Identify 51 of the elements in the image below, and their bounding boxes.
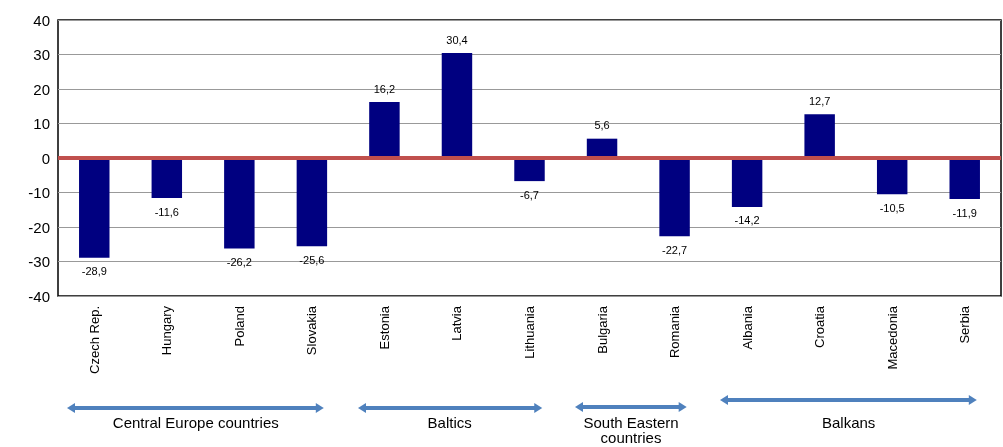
- data-label: -28,9: [81, 265, 107, 278]
- bar: [731, 158, 763, 207]
- data-label: -25,6: [299, 253, 325, 266]
- y-tick-label: -20: [28, 218, 50, 236]
- data-label: -10,5: [879, 201, 905, 214]
- y-tick-label: -40: [28, 287, 50, 305]
- bar: [659, 158, 690, 237]
- x-tick-label: Poland: [231, 306, 247, 347]
- y-tick-label: 0: [41, 149, 50, 167]
- bar: [949, 158, 980, 200]
- y-tick-label: 20: [33, 80, 50, 98]
- text: Central Europe countries: [111, 414, 280, 431]
- bar: [151, 158, 183, 199]
- y-tick-label: 10: [33, 115, 50, 132]
- bar: [79, 158, 110, 258]
- data-label: 16,2: [373, 82, 396, 95]
- data-label: -26,2: [226, 255, 252, 268]
- x-tick-label: Latvia: [449, 305, 465, 341]
- bar: [804, 114, 835, 158]
- data-label: -14,2: [734, 214, 760, 227]
- x-tick-label: Slovakia: [304, 305, 320, 356]
- data-label: -11,6: [154, 205, 179, 218]
- y-tick-label: 30: [33, 46, 50, 63]
- x-tick-label: Bulgaria: [594, 305, 610, 354]
- x-tick-label: Romania: [667, 305, 683, 359]
- data-label: 12,7: [808, 94, 831, 107]
- y-tick-label: -10: [28, 184, 50, 201]
- text: South Eastern countries: [582, 414, 680, 446]
- x-tick-label: Albania: [739, 305, 755, 350]
- data-label: -11,9: [952, 206, 977, 219]
- x-tick-label: Serbia: [957, 305, 973, 344]
- data-label: 30,4: [446, 33, 468, 46]
- y-tick-label: -30: [28, 253, 50, 270]
- x-tick-label: Lithuania: [522, 305, 537, 359]
- bar: [369, 102, 400, 158]
- text: Baltics: [426, 414, 473, 431]
- x-tick-label: Czech Rep.: [86, 306, 102, 374]
- bar: [876, 158, 908, 195]
- bar: [514, 158, 545, 182]
- data-label: -6,7: [520, 188, 539, 201]
- y-tick-label: 40: [33, 11, 50, 29]
- x-tick-label: Croatia: [812, 305, 828, 348]
- x-tick-label: Macedonia: [884, 305, 900, 370]
- text: Balkans: [820, 414, 877, 431]
- bar: [224, 158, 255, 249]
- data-label: -22,7: [662, 243, 688, 256]
- bar: [296, 158, 328, 247]
- x-tick-label: Estonia: [376, 305, 392, 350]
- x-tick-label: Hungary: [159, 305, 175, 356]
- bar: [441, 53, 473, 158]
- data-label: 5,6: [594, 119, 610, 132]
